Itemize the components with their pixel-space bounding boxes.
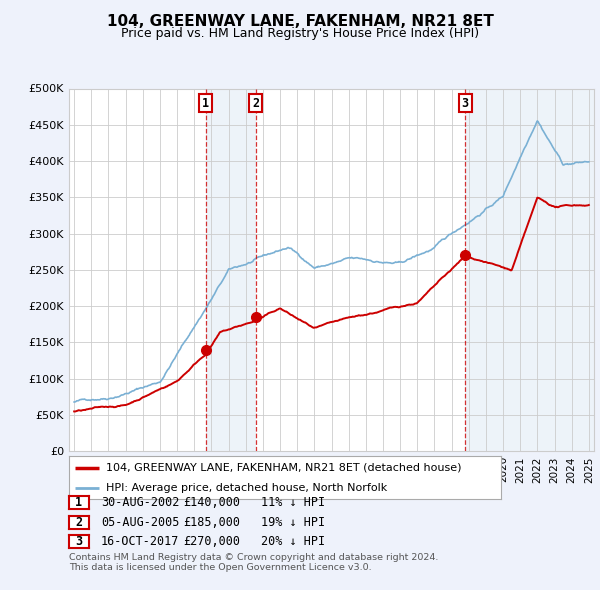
Text: 2: 2	[76, 516, 82, 529]
Text: 2: 2	[252, 97, 259, 110]
Text: 3: 3	[76, 535, 82, 548]
Text: 05-AUG-2005: 05-AUG-2005	[101, 516, 179, 529]
Text: 11% ↓ HPI: 11% ↓ HPI	[261, 496, 325, 509]
Text: 19% ↓ HPI: 19% ↓ HPI	[261, 516, 325, 529]
Text: 1: 1	[76, 496, 82, 509]
Text: 30-AUG-2002: 30-AUG-2002	[101, 496, 179, 509]
Text: This data is licensed under the Open Government Licence v3.0.: This data is licensed under the Open Gov…	[69, 563, 371, 572]
Text: 104, GREENWAY LANE, FAKENHAM, NR21 8ET (detached house): 104, GREENWAY LANE, FAKENHAM, NR21 8ET (…	[106, 463, 461, 473]
Text: 20% ↓ HPI: 20% ↓ HPI	[261, 535, 325, 548]
Text: 1: 1	[202, 97, 209, 110]
Text: HPI: Average price, detached house, North Norfolk: HPI: Average price, detached house, Nort…	[106, 483, 387, 493]
Text: Price paid vs. HM Land Registry's House Price Index (HPI): Price paid vs. HM Land Registry's House …	[121, 27, 479, 40]
Text: Contains HM Land Registry data © Crown copyright and database right 2024.: Contains HM Land Registry data © Crown c…	[69, 553, 439, 562]
Text: 3: 3	[461, 97, 469, 110]
Text: 104, GREENWAY LANE, FAKENHAM, NR21 8ET: 104, GREENWAY LANE, FAKENHAM, NR21 8ET	[107, 14, 493, 28]
Text: £270,000: £270,000	[183, 535, 240, 548]
Bar	[206, 88, 256, 451]
Bar	[465, 88, 594, 451]
Text: 16-OCT-2017: 16-OCT-2017	[101, 535, 179, 548]
Text: £185,000: £185,000	[183, 516, 240, 529]
Text: £140,000: £140,000	[183, 496, 240, 509]
